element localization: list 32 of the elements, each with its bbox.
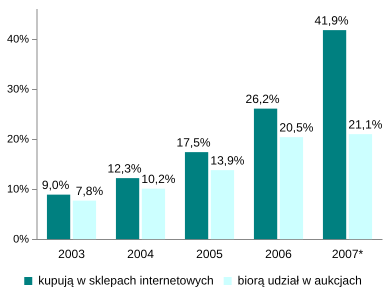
data-label: 17,5% (176, 135, 211, 150)
bar (280, 137, 304, 240)
data-label: 12,3% (108, 161, 142, 176)
data-label: 10,2% (141, 172, 176, 186)
data-label: 13,9% (210, 153, 245, 168)
bar (210, 170, 234, 240)
data-label: 26,2% (246, 92, 280, 106)
data-label: 7,8% (76, 184, 104, 198)
x-tick-label: 2003 (58, 247, 86, 262)
data-label: 21,1% (348, 117, 383, 132)
x-tick-label: 2006 (265, 247, 292, 262)
legend-label: kupują w sklepach internetowych (38, 273, 214, 288)
bar (184, 152, 208, 240)
x-tick-label: 2005 (196, 247, 224, 262)
bar (254, 108, 278, 240)
y-tick-label: 10% (6, 184, 30, 196)
legend-label: biorą udział w aukcjach (238, 273, 362, 288)
bar (116, 178, 140, 240)
bar (46, 194, 70, 240)
x-tick-label: 2004 (127, 247, 154, 262)
x-tick-label: 2007* (332, 247, 364, 262)
y-tick-label: 20% (6, 134, 30, 146)
bar (322, 30, 346, 240)
bar (72, 200, 96, 240)
bar (142, 188, 166, 240)
data-label: 20,5% (279, 120, 314, 134)
bar (348, 134, 372, 240)
data-label: 41,9% (314, 13, 349, 28)
y-tick-label: 30% (6, 84, 30, 96)
data-label: 9,0% (42, 178, 70, 192)
y-tick-label: 40% (6, 34, 30, 46)
y-tick-label: 0% (13, 234, 30, 246)
